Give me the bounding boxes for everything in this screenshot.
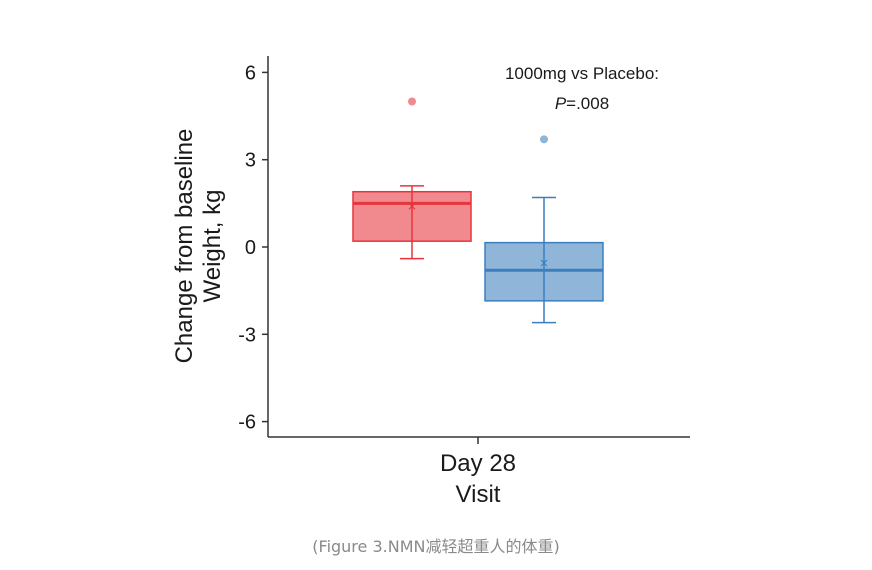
outlier-point [408,97,416,106]
y-axis: 6 3 0 -3 -6 [238,56,269,437]
y-tick-label: 3 [245,150,256,172]
comparison-annotation: 1000mg vs Placebo: [505,64,659,83]
mean-marker [540,259,548,267]
x-tick-label: Day 28 [440,450,516,477]
y-tick-label: -6 [238,412,256,434]
y-tick-label: 6 [245,62,256,84]
y-axis-title-line-1: Change from baseline [171,129,198,364]
p-symbol: P [555,94,567,113]
outlier-point [540,135,548,144]
box-group-2 [484,135,604,324]
mean-marker [408,202,416,210]
plot-area [352,97,604,324]
figure-caption: (Figure 3.NMN减轻超重人的体重) [312,537,560,556]
box-plot-chart: 630-3-6 Change from baseline Weight, kg … [171,56,690,508]
y-tick-label: -3 [238,324,256,346]
x-axis [268,436,690,444]
p-value: =.008 [566,94,609,113]
box-group-1 [352,97,472,260]
y-axis-title-line-2: Weight, kg [199,190,226,303]
p-value-annotation: P=.008 [555,94,609,113]
y-tick-label: 0 [245,237,256,259]
x-axis-title: Visit [456,481,501,508]
